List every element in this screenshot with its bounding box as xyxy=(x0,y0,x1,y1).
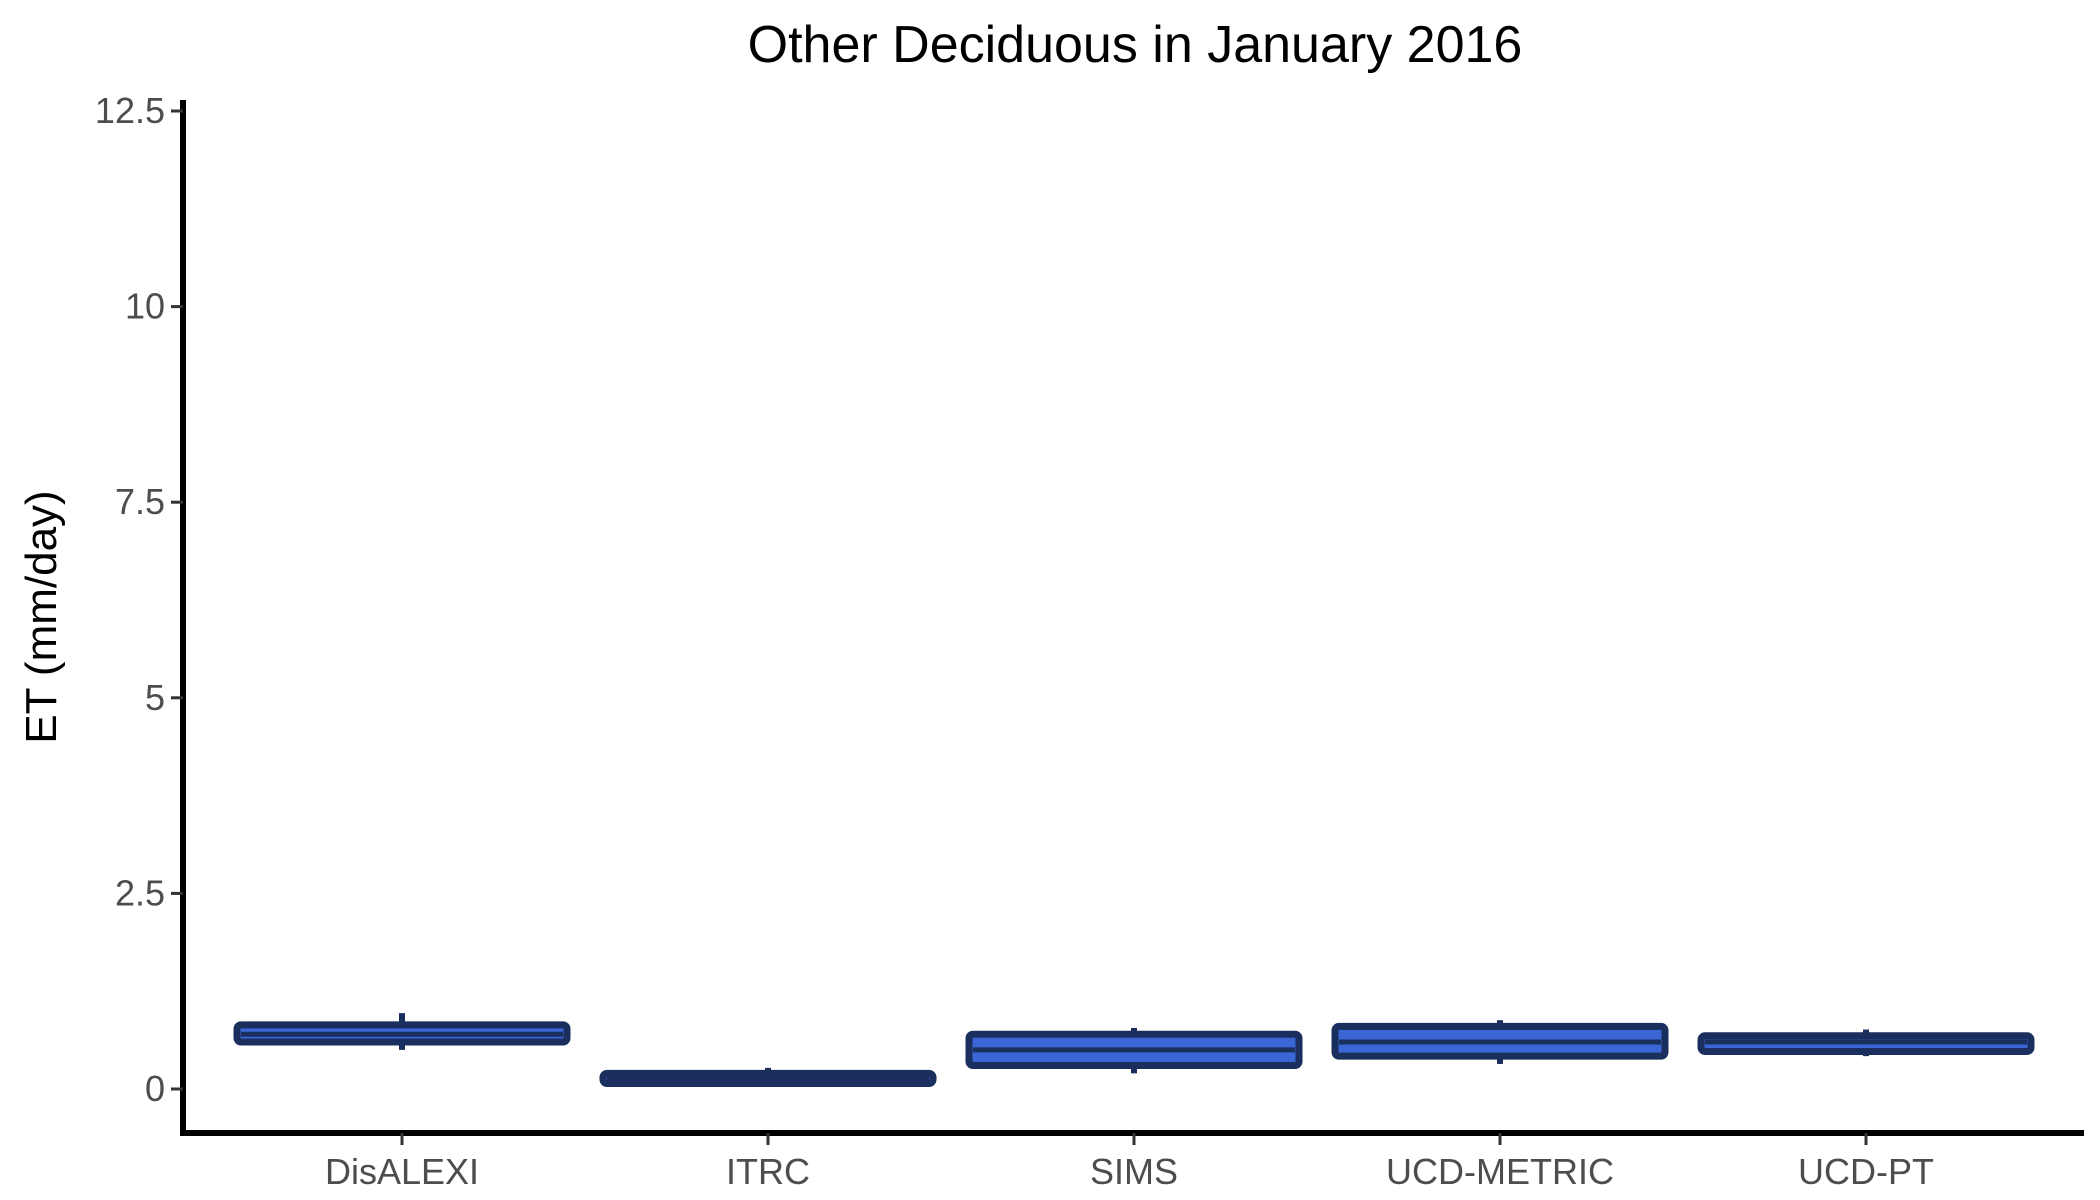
y-tick-label: 2.5 xyxy=(115,872,165,913)
y-tick-label: 5 xyxy=(145,677,165,718)
chart-title: Other Deciduous in January 2016 xyxy=(748,16,1523,74)
x-tick-label: UCD-PT xyxy=(1798,1151,1934,1192)
x-tick-label: ITRC xyxy=(726,1151,810,1192)
y-tick-label: 10 xyxy=(125,286,165,327)
y-tick-label: 0 xyxy=(145,1068,165,1109)
y-tick-label: 7.5 xyxy=(115,481,165,522)
x-tick-label: DisALEXI xyxy=(325,1151,479,1192)
plot-area: 0 2.5 5 7.5 10 12.5 DisALEXI ITRC SIMS UCD-METRIC… xyxy=(95,90,2084,1192)
y-tick-label: 12.5 xyxy=(95,90,165,131)
x-tick-label: UCD-METRIC xyxy=(1386,1151,1614,1192)
y-axis-label: ET (mm/day) xyxy=(17,490,66,743)
x-tick-label: SIMS xyxy=(1090,1151,1178,1192)
